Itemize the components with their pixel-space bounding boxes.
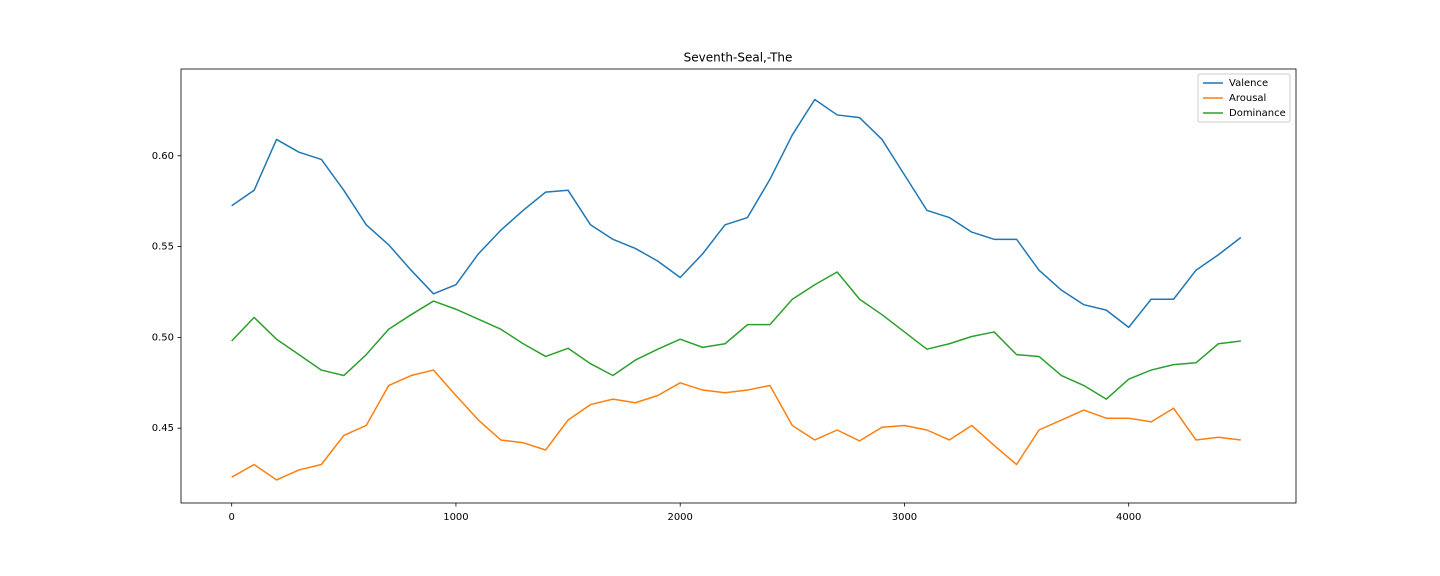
legend-box <box>1197 73 1291 123</box>
data-line <box>231 98 1242 329</box>
data-line <box>231 369 1241 481</box>
x-tick-label: 3000 <box>892 512 917 523</box>
plot-frame <box>180 68 1297 504</box>
y-tick-label: 0.50 <box>152 332 174 343</box>
legend: Valence Arousal Dominance <box>1197 73 1291 123</box>
chart-title: Seventh-Seal,-The <box>684 51 793 65</box>
y-tick-label: 0.55 <box>152 242 174 253</box>
legend-label: Arousal <box>1229 93 1266 104</box>
legend-label: Dominance <box>1229 108 1286 119</box>
y-tick-label: 0.45 <box>152 423 174 434</box>
x-tick-label: 4000 <box>1116 512 1141 523</box>
x-tick-label: 2000 <box>667 512 692 523</box>
y-tick-label: 0.60 <box>152 151 174 162</box>
data-line <box>231 271 1241 400</box>
x-tick-label: 0 <box>228 512 234 523</box>
x-tick-label: 1000 <box>443 512 468 523</box>
legend-label: Valence <box>1229 78 1268 89</box>
